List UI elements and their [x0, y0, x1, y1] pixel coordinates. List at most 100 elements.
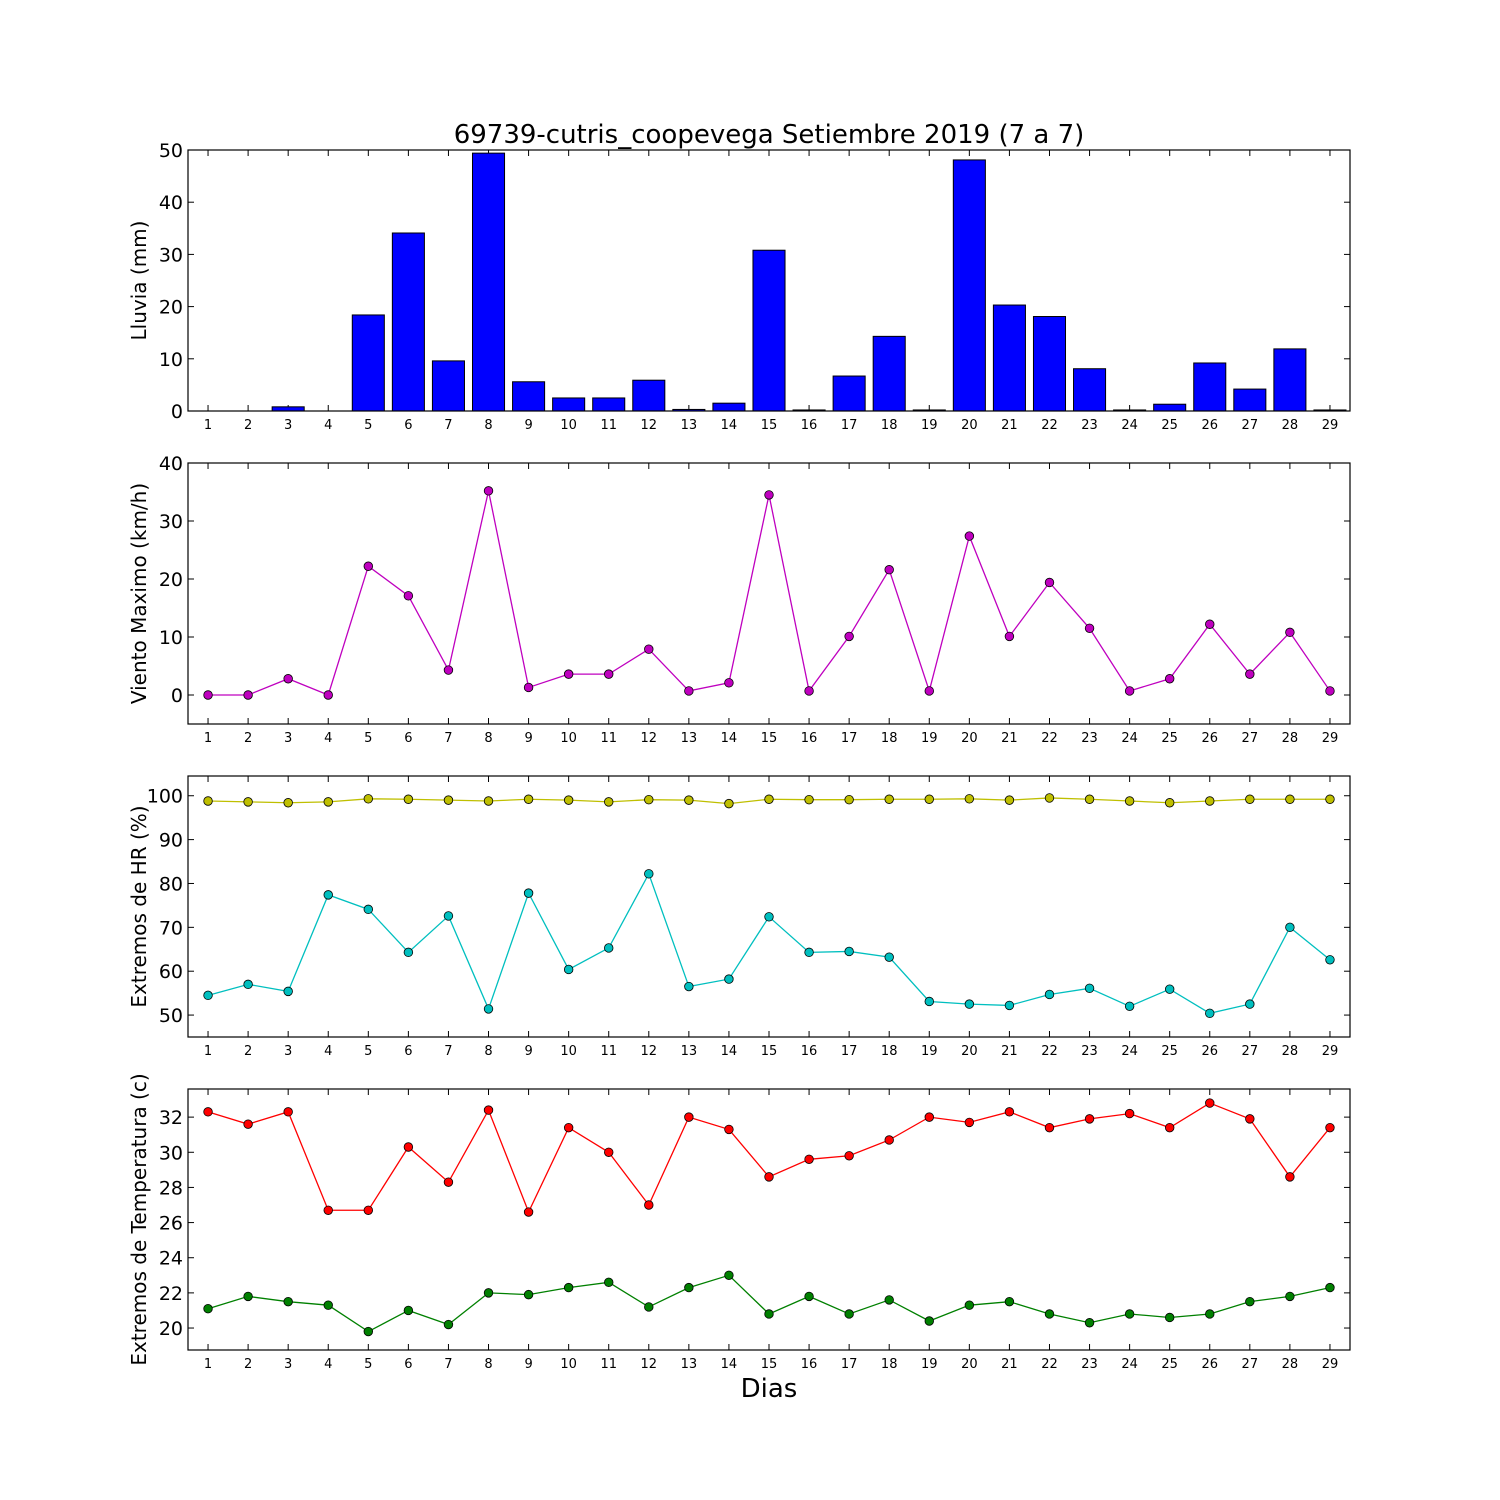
humidity-series-0-point-day-26 [1205, 796, 1215, 806]
rain-bar-day-8 [471, 152, 506, 412]
figure-title: 69739-cutris_coopevega Setiembre 2019 (7… [454, 120, 1085, 150]
wind-series-0-point-day-29 [1325, 686, 1335, 696]
humidity-xtick-label: 9 [524, 1044, 532, 1059]
temperature-series-0-point-day-14 [724, 1124, 734, 1135]
humidity-series-1-point-day-4 [323, 890, 333, 900]
rain-xtick-label: 26 [1201, 418, 1218, 433]
humidity-xtick-label: 23 [1081, 1044, 1098, 1059]
temperature-series-1-point-day-5 [363, 1326, 374, 1337]
humidity-series-0-point-day-27 [1245, 794, 1255, 804]
humidity-xtick-label: 2 [244, 1044, 252, 1059]
wind-xtick-label: 17 [841, 731, 858, 746]
humidity-series-0-point-day-13 [684, 795, 694, 805]
rain-axes-frame [187, 149, 1351, 412]
wind-series-0-point-day-4 [323, 690, 333, 700]
wind-ytick-label: 30 [159, 511, 183, 533]
temperature-series-0-point-day-27 [1245, 1114, 1255, 1124]
temperature-series-0-point-day-2 [243, 1119, 253, 1129]
wind-series-0-point-day-22 [1044, 577, 1055, 588]
rain-xtick-label: 9 [524, 418, 532, 433]
wind-xtick-label: 11 [600, 731, 617, 746]
rain-bar-day-27 [1233, 388, 1267, 412]
temperature-series-0-point-day-20 [964, 1117, 975, 1128]
temperature-xtick-label: 1 [204, 1357, 212, 1372]
wind-series-0-point-day-12 [644, 644, 654, 654]
temperature-series-1-point-day-20 [964, 1300, 975, 1310]
humidity-series-1-point-day-10 [563, 964, 574, 975]
rain-ytick-label: 30 [159, 244, 183, 266]
humidity-series-1-point-day-7 [443, 911, 454, 921]
wind-series-0-point-day-25 [1164, 674, 1175, 684]
humidity-series-0-point-day-28 [1285, 794, 1295, 804]
humidity-series-0-point-day-7 [443, 795, 454, 805]
wind-series-0-point-day-19 [924, 686, 934, 696]
humidity-series-0-point-day-15 [764, 794, 774, 804]
humidity-series-1-point-day-25 [1164, 984, 1175, 994]
temperature-series-0-point-day-21 [1004, 1107, 1015, 1117]
humidity-ytick-label: 90 [159, 830, 183, 852]
humidity-xtick-label: 11 [600, 1044, 617, 1059]
temperature-series-0-point-day-15 [764, 1172, 774, 1182]
temperature-xtick-label: 7 [444, 1357, 452, 1372]
temperature-ytick-label: 28 [159, 1177, 183, 1199]
rain-ytick-label: 40 [159, 192, 183, 214]
x-axis-label: Dias [741, 1374, 798, 1404]
temperature-series-1-point-day-7 [443, 1319, 454, 1330]
temperature-series-1-point-day-6 [403, 1305, 414, 1316]
temperature-series-0-point-day-16 [804, 1154, 814, 1165]
rain-xtick-label: 14 [721, 418, 738, 433]
wind-xtick-label: 26 [1201, 731, 1218, 746]
wind-xtick-label: 16 [801, 731, 818, 746]
wind-series-0-point-day-3 [283, 674, 293, 684]
wind-xtick-label: 22 [1041, 731, 1058, 746]
humidity-series-0-point-day-17 [844, 794, 854, 805]
rain-bar-day-17 [832, 375, 866, 412]
temperature-series-1-point-day-29 [1325, 1282, 1335, 1293]
wind-xtick-label: 18 [881, 731, 898, 746]
temperature-ytick-label: 24 [159, 1248, 183, 1270]
humidity-xtick-label: 21 [1001, 1044, 1018, 1059]
humidity-series-0-point-day-2 [243, 797, 253, 807]
temperature-xtick-label: 25 [1161, 1357, 1178, 1372]
rain-xtick-label: 23 [1081, 418, 1098, 433]
temperature-series-1-point-day-27 [1245, 1296, 1255, 1307]
temperature-ytick-label: 30 [159, 1142, 183, 1164]
humidity-series-1-point-day-13 [684, 981, 694, 992]
humidity-series-1-point-day-1 [203, 990, 213, 1001]
wind-series-0-point-day-10 [563, 669, 574, 679]
humidity-ytick-label: 80 [159, 873, 183, 895]
wind-xtick-label: 21 [1001, 731, 1018, 746]
temperature-series-1-point-day-28 [1285, 1291, 1295, 1302]
temperature-series-0-point-day-8 [483, 1105, 494, 1115]
humidity-series-0-point-day-22 [1044, 793, 1055, 803]
temperature-xtick-label: 19 [921, 1357, 938, 1372]
temperature-xtick-label: 13 [681, 1357, 698, 1372]
rain-xtick-label: 24 [1121, 418, 1138, 433]
humidity-series-1-point-day-26 [1205, 1008, 1215, 1019]
humidity-xtick-label: 5 [364, 1044, 372, 1059]
wind-y-axis-label: Viento Maximo (km/h) [127, 483, 151, 704]
temperature-series-0-point-day-25 [1164, 1122, 1175, 1133]
rain-bar-day-14 [712, 402, 746, 412]
temperature-xtick-label: 11 [600, 1357, 617, 1372]
temperature-xtick-label: 26 [1201, 1357, 1218, 1372]
wind-series-0-point-day-8 [483, 486, 494, 496]
wind-ytick-label: 0 [171, 685, 183, 707]
humidity-xtick-label: 8 [484, 1044, 492, 1059]
temperature-xtick-label: 21 [1001, 1357, 1018, 1372]
temperature-series-1-point-day-2 [243, 1291, 253, 1302]
rain-bar-day-7 [431, 360, 465, 412]
temperature-xtick-label: 24 [1121, 1357, 1138, 1372]
humidity-xtick-label: 4 [324, 1044, 332, 1059]
humidity-series-0-point-day-23 [1084, 794, 1095, 804]
humidity-series-0-point-day-20 [964, 794, 975, 804]
humidity-xtick-label: 24 [1121, 1044, 1138, 1059]
humidity-series-0-point-day-11 [604, 797, 614, 807]
rain-xtick-label: 10 [560, 418, 577, 433]
temperature-series-1-point-day-12 [644, 1302, 654, 1312]
temperature-series-1-point-day-22 [1044, 1309, 1055, 1319]
wind-xtick-label: 29 [1322, 731, 1339, 746]
rain-bar-day-28 [1273, 348, 1307, 412]
